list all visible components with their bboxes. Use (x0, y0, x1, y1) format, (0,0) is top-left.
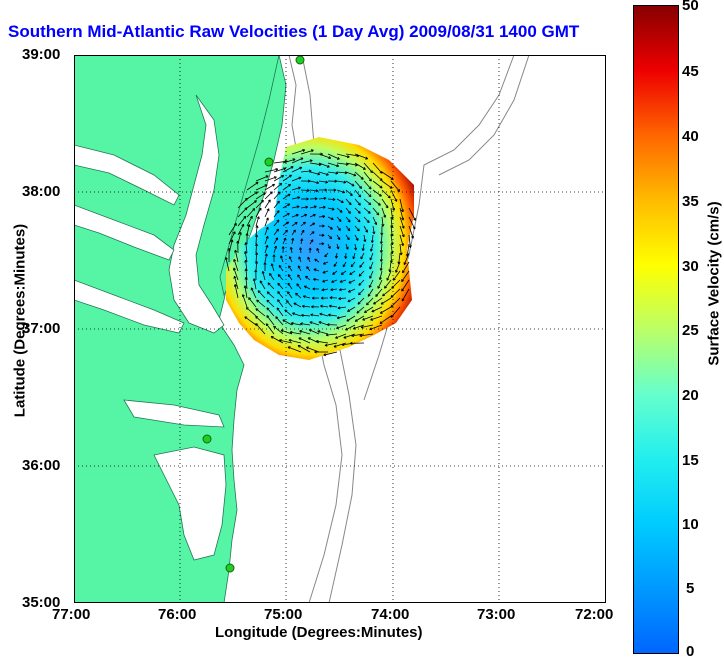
velocity-arrow-head (376, 294, 377, 296)
colorbar-tick-label: 40 (682, 128, 699, 145)
velocity-arrow-head (256, 309, 258, 310)
velocity-arrow-head (285, 310, 288, 311)
colorbar-tick-label: 15 (682, 452, 699, 469)
velocity-arrow-head (350, 195, 352, 196)
velocity-arrow-head (340, 212, 342, 213)
velocity-arrow-head (351, 264, 352, 266)
velocity-arrow-head (300, 330, 303, 331)
velocity-arrow-head (361, 179, 364, 180)
y-axis-label: Latitude (Degrees:Minutes) (12, 211, 29, 431)
y-tick-label: 36:00 (22, 457, 60, 474)
velocity-arrow-head (306, 276, 308, 277)
velocity-arrow (391, 253, 392, 263)
station-marker (203, 435, 211, 443)
velocity-arrow-head (257, 300, 260, 301)
colorbar-tick-label: 5 (686, 580, 694, 597)
velocity-arrow-head (378, 205, 380, 206)
colorbar-tick-label: 30 (682, 258, 699, 275)
map-plot (74, 55, 606, 603)
station-marker (296, 56, 304, 64)
velocity-arrow-head (246, 308, 248, 309)
velocity-arrow-head (259, 217, 260, 219)
colorbar (633, 5, 679, 654)
station-marker (226, 564, 234, 572)
x-tick-label: 74:00 (371, 606, 409, 623)
y-tick-label: 38:00 (22, 183, 60, 200)
x-tick-label: 76:00 (158, 606, 196, 623)
velocity-arrow-head (353, 256, 354, 259)
x-tick-label: 77:00 (52, 606, 90, 623)
velocity-arrow-head (326, 175, 328, 176)
velocity-arrow-head (280, 192, 281, 195)
y-tick-label: 39:00 (22, 46, 60, 63)
colorbar-tick-label: 20 (682, 387, 699, 404)
velocity-arrow-head (274, 326, 276, 327)
velocity-arrow-head (276, 246, 277, 249)
colorbar-label: Surface Velocity (cm/s) (706, 169, 723, 399)
velocity-arrow-head (336, 166, 338, 167)
x-axis-label: Longitude (Degrees:Minutes) (215, 624, 423, 641)
velocity-arrow-head (303, 296, 306, 297)
x-tick-label: 75:00 (264, 606, 302, 623)
velocity-arrow-head (360, 265, 361, 268)
velocity-arrow-head (296, 293, 298, 294)
velocity-arrow-head (391, 315, 392, 317)
map-title: Southern Mid-Atlantic Raw Velocities (1 … (8, 22, 579, 42)
colorbar-tick-label: 35 (682, 193, 699, 210)
colorbar-tick-label: 25 (682, 322, 699, 339)
x-tick-label: 73:00 (477, 606, 515, 623)
x-tick-label: 72:00 (575, 606, 613, 623)
velocity-arrow-head (320, 313, 323, 314)
velocity-arrow-head (268, 245, 269, 247)
station-marker (265, 158, 273, 166)
colorbar-tick-label: 45 (682, 63, 699, 80)
colorbar-tick-label: 0 (686, 643, 694, 660)
velocity-arrow-head (325, 255, 326, 257)
velocity-arrow-head (368, 204, 370, 205)
colorbar-tick-label: 10 (682, 516, 699, 533)
velocity-arrow-head (368, 213, 371, 214)
colorbar-tick-label: 50 (682, 0, 699, 14)
